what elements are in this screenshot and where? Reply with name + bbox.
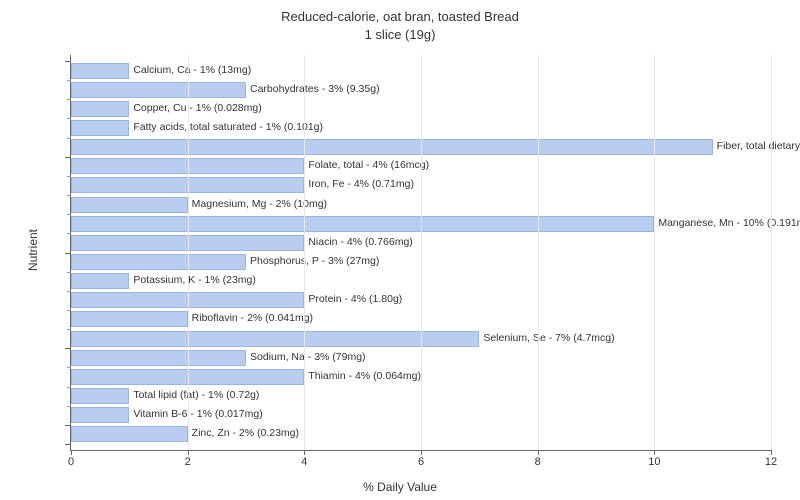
- ytick-major: [65, 444, 71, 445]
- nutrient-label: Zinc, Zn - 2% (0.23mg): [188, 427, 299, 439]
- xtick-mark: [71, 450, 72, 455]
- gridline: [654, 55, 655, 450]
- nutrient-label: Thiamin - 4% (0.064mg): [304, 370, 421, 382]
- ytick-minor: [67, 272, 71, 273]
- nutrient-label: Copper, Cu - 1% (0.028mg): [129, 102, 261, 114]
- xtick-mark: [421, 450, 422, 455]
- nutrient-label: Manganese, Mn - 10% (0.191mg): [654, 217, 800, 229]
- nutrient-label: Folate, total - 4% (16mcg): [304, 159, 429, 171]
- nutrient-label: Potassium, K - 1% (23mg): [129, 274, 256, 286]
- nutrient-label: Carbohydrates - 3% (9.35g): [246, 83, 380, 95]
- nutrient-label: Iron, Fe - 4% (0.71mg): [304, 178, 414, 190]
- ytick-minor: [67, 387, 71, 388]
- y-axis-label: Nutrient: [26, 229, 40, 271]
- nutrient-bar: [71, 120, 129, 136]
- title-line-2: 1 slice (19g): [365, 27, 436, 42]
- x-axis-label: % Daily Value: [363, 480, 437, 494]
- nutrient-label: Niacin - 4% (0.766mg): [304, 236, 412, 248]
- xtick-label: 10: [648, 456, 660, 468]
- nutrient-bar: [71, 388, 129, 404]
- xtick-label: 0: [68, 456, 74, 468]
- ytick-minor: [67, 310, 71, 311]
- ytick-minor: [67, 329, 71, 330]
- nutrient-bar: [71, 350, 246, 366]
- nutrient-label: Vitamin B-6 - 1% (0.017mg): [129, 408, 262, 420]
- nutrient-label: Calcium, Ca - 1% (13mg): [129, 64, 251, 76]
- ytick-minor: [67, 233, 71, 234]
- xtick-label: 4: [301, 456, 307, 468]
- nutrient-bar: [71, 254, 246, 270]
- nutrient-bar: [71, 197, 188, 213]
- ytick-major: [65, 61, 71, 62]
- nutrient-label: Phosphorus, P - 3% (27mg): [246, 255, 379, 267]
- ytick-minor: [67, 138, 71, 139]
- ytick-major: [65, 348, 71, 349]
- xtick-mark: [654, 450, 655, 455]
- ytick-minor: [67, 291, 71, 292]
- ytick-minor: [67, 80, 71, 81]
- nutrient-bar: [71, 426, 188, 442]
- xtick-mark: [538, 450, 539, 455]
- xtick-label: 8: [535, 456, 541, 468]
- ytick-minor: [67, 406, 71, 407]
- ytick-major: [65, 157, 71, 158]
- ytick-minor: [67, 214, 71, 215]
- gridline: [304, 55, 305, 450]
- xtick-label: 6: [418, 456, 424, 468]
- ytick-minor: [67, 176, 71, 177]
- gridline: [188, 55, 189, 450]
- gridline: [771, 55, 772, 450]
- ytick-major: [65, 425, 71, 426]
- chart-title: Reduced-calorie, oat bran, toasted Bread…: [0, 0, 800, 44]
- xtick-label: 12: [765, 456, 777, 468]
- gridline: [421, 55, 422, 450]
- xtick-mark: [771, 450, 772, 455]
- nutrient-bar: [71, 311, 188, 327]
- plot-area: Calcium, Ca - 1% (13mg) Carbohydrates - 3…: [70, 55, 771, 451]
- nutrient-bar: [71, 273, 129, 289]
- nutrient-bar: [71, 101, 129, 117]
- nutrient-label: Total lipid (fat) - 1% (0.72g): [129, 389, 259, 401]
- nutrient-bar: [71, 82, 246, 98]
- nutrient-bar: [71, 139, 713, 155]
- ytick-minor: [67, 367, 71, 368]
- xtick-label: 2: [185, 456, 191, 468]
- nutrient-label: Fatty acids, total saturated - 1% (0.101…: [129, 121, 323, 133]
- nutrient-label: Sodium, Na - 3% (79mg): [246, 351, 366, 363]
- title-line-1: Reduced-calorie, oat bran, toasted Bread: [281, 9, 519, 24]
- ytick-minor: [67, 195, 71, 196]
- nutrient-bar: [71, 331, 479, 347]
- nutrient-label: Fiber, total dietary - 11% (2.7g): [713, 140, 800, 152]
- nutrition-chart: Reduced-calorie, oat bran, toasted Bread…: [0, 0, 800, 500]
- ytick-minor: [67, 118, 71, 119]
- gridline: [538, 55, 539, 450]
- xtick-mark: [188, 450, 189, 455]
- nutrient-label: Riboflavin - 2% (0.041mg): [188, 312, 313, 324]
- nutrient-label: Magnesium, Mg - 2% (10mg): [188, 198, 327, 210]
- xtick-mark: [304, 450, 305, 455]
- ytick-minor: [67, 99, 71, 100]
- nutrient-bar: [71, 63, 129, 79]
- nutrient-label: Selenium, Se - 7% (4.7mcg): [479, 332, 614, 344]
- nutrient-bar: [71, 407, 129, 423]
- ytick-major: [65, 253, 71, 254]
- nutrient-label: Protein - 4% (1.80g): [304, 293, 402, 305]
- nutrient-bar: [71, 216, 654, 232]
